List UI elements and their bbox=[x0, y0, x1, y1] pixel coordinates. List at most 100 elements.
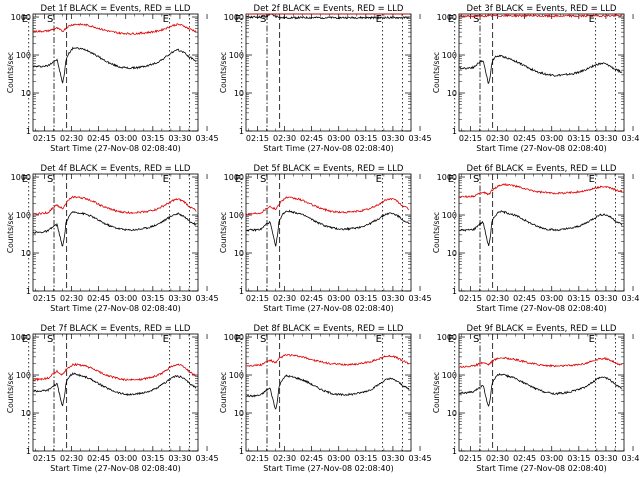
chart-panel-2: Det 2f BLACK = Events, RED = LLD 1 10 100 10… bbox=[219, 4, 432, 153]
plot-frame bbox=[245, 173, 412, 292]
chart-panel-4: Det 4f BLACK = Events, RED = LLD 1 10 100 10… bbox=[6, 164, 219, 313]
marker-label-e-right: E bbox=[163, 14, 169, 25]
x-tick-label: 02:45 bbox=[300, 454, 323, 463]
lld-series-line bbox=[33, 22, 197, 36]
marker-label-e-left: E bbox=[448, 174, 454, 185]
x-tick-label: 03:00 bbox=[327, 134, 350, 143]
x-tick-label: 03:30 bbox=[594, 294, 617, 303]
x-tick-label: 03:30 bbox=[594, 454, 617, 463]
events-series-line bbox=[246, 13, 410, 20]
chart-title: Det 7f BLACK = Events, RED = LLD bbox=[41, 324, 191, 334]
chart-panel-9: Det 9f BLACK = Events, RED = LLD 1 10 100 10… bbox=[432, 324, 640, 473]
x-tick-label: 03:45 bbox=[622, 294, 640, 303]
y-axis-label: Counts/sec bbox=[6, 212, 15, 253]
x-tick-label: 02:45 bbox=[513, 134, 536, 143]
y-tick-label: 1 bbox=[239, 287, 244, 296]
chart-panel-6: Det 6f BLACK = Events, RED = LLD 1 10 100 10… bbox=[432, 164, 640, 313]
events-series-line bbox=[459, 373, 623, 407]
marker-label-e-left: E bbox=[22, 334, 28, 345]
x-tick-label: 02:30 bbox=[273, 294, 296, 303]
y-tick-label: 100 bbox=[16, 371, 31, 380]
events-series-line bbox=[246, 209, 410, 247]
lld-series-line bbox=[459, 13, 623, 18]
x-tick-label: 02:45 bbox=[87, 294, 110, 303]
y-tick-label: 1 bbox=[452, 447, 457, 456]
x-tick-label: 03:15 bbox=[141, 454, 164, 463]
x-tick-label: 03:45 bbox=[622, 454, 640, 463]
x-tick-label: 02:30 bbox=[60, 454, 83, 463]
x-tick-label: 02:15 bbox=[246, 134, 269, 143]
x-axis-label: Start Time (27-Nov-08 02:08:40) bbox=[50, 304, 180, 313]
chart-panel-8: Det 8f BLACK = Events, RED = LLD 1 10 100 10… bbox=[219, 324, 432, 473]
y-tick-label: 10 bbox=[21, 249, 31, 258]
lld-series-line bbox=[246, 196, 410, 216]
plot-frame bbox=[245, 13, 412, 132]
marker-label-e-right: E bbox=[163, 334, 169, 345]
y-tick-label: 100 bbox=[229, 211, 244, 220]
x-axis-label: Start Time (27-Nov-08 02:08:40) bbox=[263, 464, 393, 473]
lld-series-line bbox=[459, 356, 623, 368]
events-series-line bbox=[33, 372, 197, 407]
x-tick-label: 03:30 bbox=[594, 134, 617, 143]
marker-label-e-left: E bbox=[22, 174, 28, 185]
x-tick-label: 03:45 bbox=[409, 454, 432, 463]
x-tick-label: 03:00 bbox=[114, 454, 137, 463]
x-tick-label: 03:15 bbox=[567, 294, 590, 303]
x-tick-label: 02:15 bbox=[459, 134, 482, 143]
x-tick-label: 03:00 bbox=[540, 294, 563, 303]
marker-label-e-left: E bbox=[448, 14, 454, 25]
events-series-line bbox=[33, 211, 197, 247]
x-tick-label: 02:15 bbox=[33, 454, 56, 463]
chart-title: Det 4f BLACK = Events, RED = LLD bbox=[41, 164, 191, 174]
y-axis-label: Counts/sec bbox=[432, 52, 441, 93]
x-axis-label: Start Time (27-Nov-08 02:08:40) bbox=[476, 304, 606, 313]
x-tick-label: 02:30 bbox=[273, 134, 296, 143]
y-tick-label: 1000 bbox=[224, 333, 244, 342]
x-tick-label: 03:45 bbox=[409, 134, 432, 143]
plot-frame bbox=[458, 13, 625, 132]
marker-label-e-left: E bbox=[235, 14, 241, 25]
marker-label-s: S bbox=[473, 14, 479, 25]
y-axis-label: Counts/sec bbox=[6, 52, 15, 93]
chart-title: Det 8f BLACK = Events, RED = LLD bbox=[254, 324, 404, 334]
y-axis-label: Counts/sec bbox=[219, 212, 228, 253]
x-tick-label: 03:00 bbox=[540, 454, 563, 463]
y-tick-label: 10 bbox=[447, 249, 457, 258]
x-tick-label: 03:15 bbox=[354, 294, 377, 303]
y-tick-label: 10 bbox=[234, 249, 244, 258]
lld-series-line bbox=[33, 195, 197, 216]
x-tick-label: 03:15 bbox=[567, 134, 590, 143]
x-tick-label: 02:30 bbox=[60, 294, 83, 303]
chart-panel-3: Det 3f BLACK = Events, RED = LLD 1 10 100 10… bbox=[432, 4, 640, 153]
events-series-line bbox=[459, 54, 623, 84]
chart-title: Det 1f BLACK = Events, RED = LLD bbox=[41, 4, 191, 14]
marker-label-s: S bbox=[260, 174, 266, 185]
lld-series-line bbox=[33, 362, 197, 382]
y-tick-label: 10 bbox=[447, 89, 457, 98]
chart-panel-1: Det 1f BLACK = Events, RED = LLD 1 10 100 10… bbox=[6, 4, 219, 153]
plot-frame bbox=[245, 333, 412, 452]
marker-label-s: S bbox=[260, 334, 266, 345]
x-tick-label: 02:45 bbox=[513, 294, 536, 303]
x-tick-label: 03:30 bbox=[168, 294, 191, 303]
chart-panel-7: Det 7f BLACK = Events, RED = LLD 1 10 100 10… bbox=[6, 324, 219, 473]
y-tick-label: 100 bbox=[229, 371, 244, 380]
marker-label-s: S bbox=[260, 14, 266, 25]
y-tick-label: 10 bbox=[234, 89, 244, 98]
marker-label-e-left: E bbox=[22, 14, 28, 25]
x-tick-label: 02:45 bbox=[300, 294, 323, 303]
x-tick-label: 03:00 bbox=[114, 134, 137, 143]
x-tick-label: 03:15 bbox=[141, 134, 164, 143]
y-tick-label: 100 bbox=[442, 211, 457, 220]
marker-label-s: S bbox=[47, 14, 53, 25]
y-tick-label: 1000 bbox=[437, 13, 457, 22]
y-axis-label: Counts/sec bbox=[219, 372, 228, 413]
plot-frame bbox=[32, 13, 199, 132]
marker-label-e-right: E bbox=[589, 174, 595, 185]
x-tick-label: 02:45 bbox=[513, 454, 536, 463]
y-tick-label: 1000 bbox=[224, 173, 244, 182]
y-tick-label: 1 bbox=[239, 447, 244, 456]
y-tick-label: 100 bbox=[16, 51, 31, 60]
y-tick-label: 1 bbox=[452, 287, 457, 296]
